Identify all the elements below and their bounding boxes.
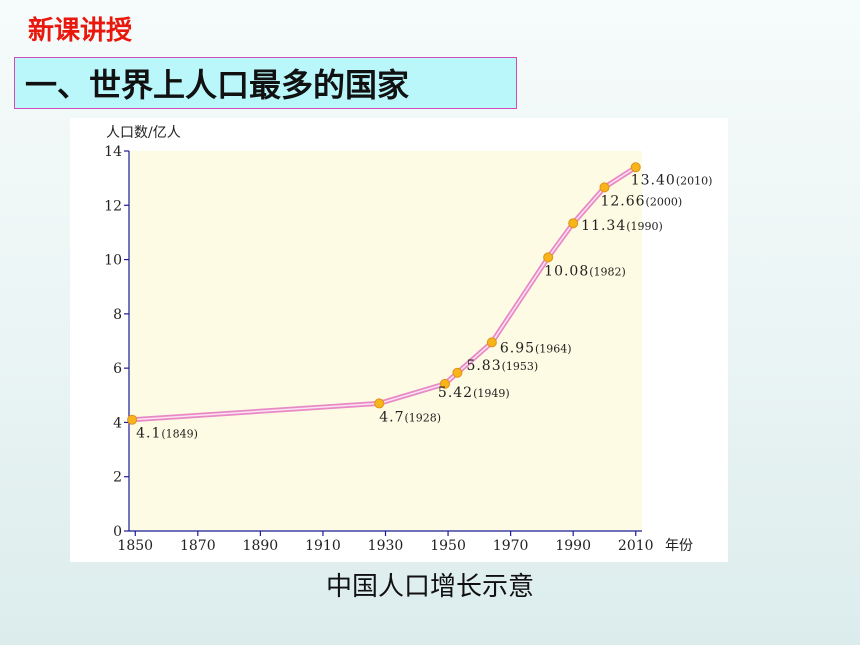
population-chart: 人口数/亿人 年份 0 2 4 6 8 10 12 14 1850 1870 1890 1910 19… [70, 118, 728, 562]
x-tick-label: 1990 [555, 538, 591, 554]
data-point [439, 378, 450, 389]
data-label: 4.1(1849) [136, 426, 198, 442]
y-axis-label: 人口数/亿人 [106, 125, 181, 141]
data-label-year: (1928) [405, 411, 442, 424]
data-label: 5.42(1949) [438, 385, 510, 401]
data-point [543, 252, 554, 263]
data-label-value: 13.40 [631, 172, 676, 188]
x-tick-label: 1870 [180, 538, 216, 554]
data-label-value: 5.83 [466, 358, 501, 374]
data-label-value: 4.7 [379, 409, 404, 425]
x-axis-label: 年份 [665, 538, 693, 554]
data-label: 5.83(1953) [466, 358, 538, 374]
page-title: 一、世界上人口最多的国家 [14, 57, 517, 109]
plot-area [129, 151, 642, 531]
chart-caption: 中国人口增长示意 [325, 572, 534, 602]
data-point [127, 414, 138, 425]
y-tick-label: 14 [104, 144, 122, 160]
data-label: 10.08(1982) [544, 263, 626, 279]
data-label-value: 10.08 [544, 263, 589, 279]
data-point [568, 218, 579, 229]
data-label-value: 4.1 [136, 426, 161, 442]
y-tick-label: 10 [104, 253, 122, 269]
x-tick-label: 2010 [618, 538, 654, 554]
data-label: 13.40(2010) [631, 172, 713, 188]
x-tick-label: 1890 [243, 538, 279, 554]
data-label-year: (1849) [161, 428, 198, 441]
data-label-value: 12.66 [600, 193, 645, 209]
x-tick-label: 1910 [305, 538, 341, 554]
data-point [486, 337, 497, 348]
data-label-year: (1949) [473, 387, 510, 400]
y-tick-label: 2 [113, 470, 122, 486]
y-tick-label: 8 [113, 307, 122, 323]
data-point [599, 182, 610, 193]
data-label-year: (2010) [676, 174, 713, 187]
y-tick-label: 6 [113, 361, 122, 377]
y-tick-label: 0 [113, 524, 122, 540]
data-label: 4.7(1928) [379, 409, 441, 425]
y-tick-label: 4 [113, 415, 122, 431]
data-label-value: 6.95 [500, 340, 535, 356]
data-label-year: (1964) [535, 342, 572, 355]
markers [127, 162, 641, 425]
y-tick-label: 12 [104, 198, 122, 214]
x-tick-label: 1930 [368, 538, 404, 554]
data-label-value: 5.42 [438, 385, 473, 401]
data-point [630, 162, 641, 173]
data-label-year: (1990) [626, 220, 663, 233]
data-label-year: (2000) [646, 195, 683, 208]
data-label-year: (1953) [502, 360, 539, 373]
data-point [452, 367, 463, 378]
y-ticks: 0 2 4 6 8 10 12 14 [104, 144, 129, 540]
data-label-value: 11.34 [581, 218, 626, 234]
data-point [374, 398, 385, 409]
x-tick-label: 1970 [493, 538, 529, 554]
chart-svg: 人口数/亿人 年份 0 2 4 6 8 10 12 14 1850 1870 1890 1910 19… [104, 125, 712, 554]
data-label-year: (1982) [589, 265, 626, 278]
x-tick-label: 1850 [117, 538, 153, 554]
x-ticks: 1850 1870 1890 1910 1930 1950 1970 1990 2010 [117, 531, 654, 554]
x-tick-label: 1950 [430, 538, 466, 554]
page-title-text: 一、世界上人口最多的国家 [25, 66, 410, 104]
section-label: 新课讲授 [28, 16, 133, 46]
data-label: 12.66(2000) [600, 193, 682, 209]
data-label: 6.95(1964) [500, 340, 572, 356]
data-label: 11.34(1990) [581, 218, 663, 234]
data-labels: 4.1(1849) 4.7(1928) 5.42(1949) 5.83(1953) 6.… [136, 172, 712, 441]
